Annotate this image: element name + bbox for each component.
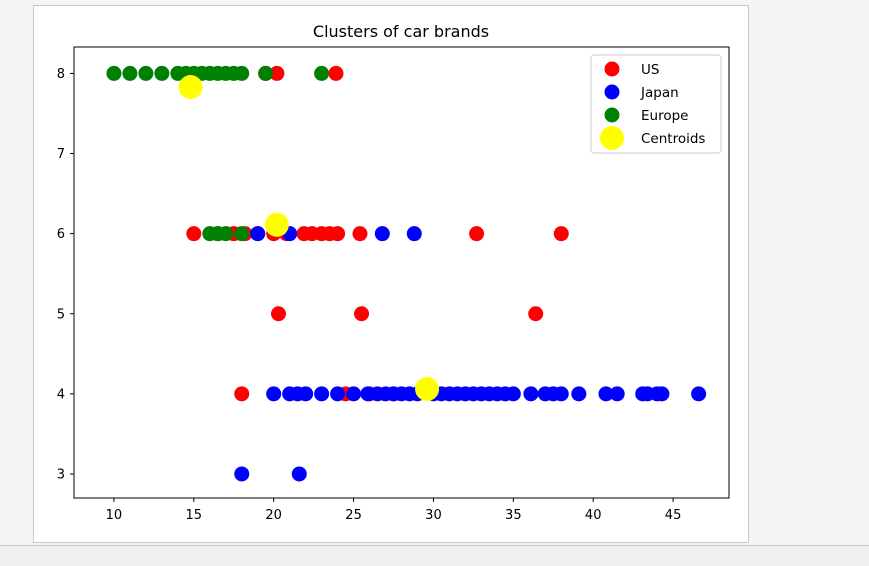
legend-marker-us [604, 61, 620, 77]
x-tick-label: 15 [186, 508, 203, 523]
legend-label-japan: Japan [640, 85, 679, 101]
data-points [106, 65, 707, 482]
x-tick-label: 35 [505, 508, 522, 523]
legend-label-europe: Europe [641, 108, 688, 124]
x-tick-label: 20 [265, 508, 282, 523]
point-japan [691, 386, 707, 402]
point-us [328, 65, 344, 81]
legend: US Japan Europe Centroids [590, 54, 722, 154]
point-us [269, 65, 285, 81]
x-tick-label: 10 [106, 508, 123, 523]
point-europe [154, 65, 170, 81]
point-us [469, 226, 485, 242]
point-us [528, 306, 544, 322]
y-tick-label: 3 [57, 467, 65, 482]
point-us [354, 306, 370, 322]
legend-marker-centroids [600, 126, 624, 150]
point-japan [298, 386, 314, 402]
point-europe [234, 226, 250, 242]
point-japan [291, 466, 307, 482]
point-europe [314, 65, 330, 81]
point-japan [374, 226, 390, 242]
point-us [553, 226, 569, 242]
point-us [352, 226, 368, 242]
centroid-point [178, 75, 203, 100]
point-japan [330, 386, 346, 402]
point-europe [218, 226, 234, 242]
x-tick-label: 25 [345, 508, 362, 523]
point-europe [122, 65, 138, 81]
point-us [270, 306, 286, 322]
y-tick-label: 7 [57, 147, 65, 162]
x-tick-label: 40 [585, 508, 602, 523]
point-japan [314, 386, 330, 402]
centroid-point [415, 377, 440, 402]
point-japan [571, 386, 587, 402]
point-japan [523, 386, 539, 402]
point-us [330, 226, 346, 242]
point-japan [505, 386, 521, 402]
status-bar [0, 545, 869, 566]
point-japan [406, 226, 422, 242]
point-japan [553, 386, 569, 402]
y-axis: 3 4 5 6 7 8 [57, 67, 74, 482]
point-us [234, 386, 250, 402]
point-japan [598, 386, 614, 402]
x-tick-label: 45 [665, 508, 682, 523]
legend-marker-japan [604, 84, 620, 100]
legend-box [590, 54, 722, 154]
point-europe [234, 65, 250, 81]
point-japan [250, 226, 266, 242]
point-japan [609, 386, 625, 402]
y-tick-label: 4 [57, 387, 65, 402]
point-europe [258, 65, 274, 81]
legend-label-centroids: Centroids [641, 131, 705, 147]
centroid-point [264, 212, 289, 237]
y-tick-label: 5 [57, 307, 65, 322]
y-tick-label: 8 [57, 67, 65, 82]
point-japan [346, 386, 362, 402]
point-japan [266, 386, 282, 402]
point-europe [106, 65, 122, 81]
point-us [186, 226, 202, 242]
x-tick-label: 30 [425, 508, 442, 523]
plot-area [73, 46, 730, 499]
chart-title: Clusters of car brands [313, 22, 489, 41]
legend-marker-europe [604, 107, 620, 123]
point-japan [654, 386, 670, 402]
legend-label-us: US [641, 62, 659, 78]
y-tick-label: 6 [57, 227, 65, 242]
x-axis: 10 15 20 25 30 35 40 45 [106, 498, 682, 523]
point-japan [234, 466, 250, 482]
point-europe [138, 65, 154, 81]
